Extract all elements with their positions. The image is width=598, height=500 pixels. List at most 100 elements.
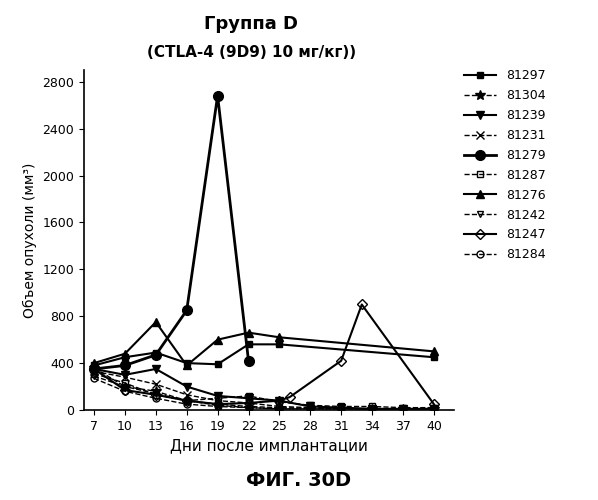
81247 <box>214 401 221 407</box>
81297 <box>121 354 129 360</box>
81276 <box>183 362 190 368</box>
81304 <box>152 388 160 394</box>
81231 <box>245 400 252 406</box>
81284 <box>90 376 97 382</box>
81242 <box>245 404 252 409</box>
81304 <box>399 406 407 412</box>
81242 <box>338 406 345 412</box>
81297 <box>431 354 438 360</box>
81231 <box>214 398 221 404</box>
81279 <box>214 93 221 99</box>
81247 <box>338 358 345 364</box>
81279 <box>152 352 160 358</box>
81239 <box>152 366 160 372</box>
Line: 81279: 81279 <box>89 91 254 374</box>
81304 <box>214 402 221 408</box>
Line: 81239: 81239 <box>90 365 438 413</box>
81304 <box>90 365 97 371</box>
81284 <box>307 406 314 412</box>
81231 <box>183 392 190 398</box>
81247 <box>121 387 129 393</box>
81242 <box>276 404 283 410</box>
81276 <box>431 348 438 354</box>
81276 <box>152 319 160 325</box>
81239 <box>399 406 407 412</box>
81242 <box>214 401 221 407</box>
Line: 81247: 81247 <box>90 301 437 408</box>
81284 <box>183 401 190 407</box>
81242 <box>399 406 407 412</box>
81276 <box>90 360 97 366</box>
81231 <box>368 406 376 412</box>
81239 <box>307 404 314 409</box>
81242 <box>121 384 129 390</box>
81239 <box>245 396 252 402</box>
81231 <box>90 368 97 374</box>
81247 <box>276 398 283 404</box>
81247 <box>152 392 160 398</box>
81276 <box>214 336 221 342</box>
81239 <box>431 406 438 412</box>
81247 <box>431 401 438 407</box>
Line: 81304: 81304 <box>89 363 439 414</box>
81284 <box>399 406 407 412</box>
Line: 81297: 81297 <box>90 341 437 369</box>
81247 <box>358 302 365 308</box>
81284 <box>214 404 221 409</box>
81239 <box>183 384 190 390</box>
81231 <box>121 374 129 380</box>
Line: 81276: 81276 <box>90 318 438 370</box>
81247 <box>183 398 190 404</box>
Y-axis label: Объем опухоли (мм³): Объем опухоли (мм³) <box>23 162 36 318</box>
81231 <box>399 406 407 412</box>
81284 <box>245 404 252 410</box>
X-axis label: Дни после имплантации: Дни после имплантации <box>170 438 368 454</box>
81297 <box>183 360 190 366</box>
81242 <box>368 406 376 412</box>
81287 <box>214 396 221 402</box>
81239 <box>368 406 376 412</box>
81287 <box>121 380 129 386</box>
81242 <box>307 405 314 411</box>
81231 <box>338 405 345 411</box>
81304 <box>307 406 314 412</box>
81304 <box>431 406 438 412</box>
81304 <box>121 384 129 390</box>
Text: (CTLA-4 (9D9) 10 мг/кг)): (CTLA-4 (9D9) 10 мг/кг)) <box>147 45 356 60</box>
81304 <box>245 404 252 410</box>
81287 <box>183 398 190 404</box>
81279 <box>121 362 129 368</box>
81247 <box>90 366 97 372</box>
81284 <box>121 388 129 394</box>
81297 <box>152 350 160 356</box>
Legend: 81297, 81304, 81239, 81231, 81279, 81287, 81276, 81242, 81247, 81284: 81297, 81304, 81239, 81231, 81279, 81287… <box>465 70 545 262</box>
81276 <box>245 330 252 336</box>
81279 <box>183 308 190 314</box>
81242 <box>431 406 438 412</box>
Line: 81287: 81287 <box>90 370 437 411</box>
Line: 81242: 81242 <box>90 372 437 412</box>
81239 <box>214 393 221 399</box>
81297 <box>276 342 283 347</box>
81287 <box>431 404 438 410</box>
81287 <box>399 404 407 410</box>
Text: Группа D: Группа D <box>204 15 298 33</box>
81297 <box>245 342 252 347</box>
81284 <box>276 406 283 412</box>
81231 <box>307 404 314 410</box>
81287 <box>368 404 376 409</box>
81284 <box>338 406 345 412</box>
81279 <box>245 358 252 364</box>
Text: ФИГ. 30D: ФИГ. 30D <box>246 471 352 490</box>
81304 <box>338 406 345 412</box>
Line: 81231: 81231 <box>90 367 438 413</box>
81242 <box>90 373 97 379</box>
81239 <box>121 372 129 378</box>
81304 <box>276 406 283 412</box>
81276 <box>276 334 283 340</box>
81242 <box>183 398 190 404</box>
81304 <box>183 398 190 404</box>
81287 <box>90 370 97 376</box>
81287 <box>245 393 252 399</box>
81284 <box>152 396 160 402</box>
